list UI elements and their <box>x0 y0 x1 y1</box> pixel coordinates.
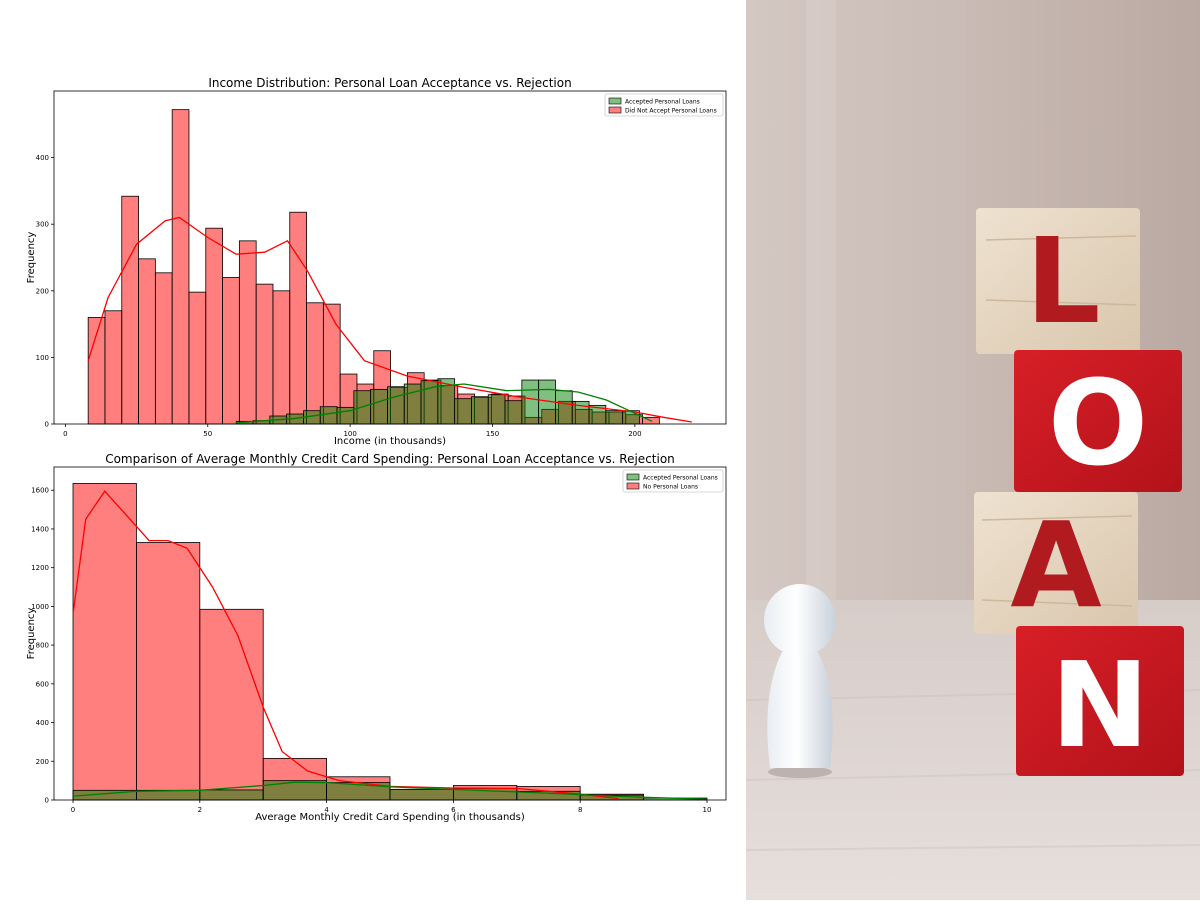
x-axis-label: Average Monthly Credit Card Spending (in… <box>255 812 525 823</box>
kde-line-rejected <box>87 216 692 423</box>
bar-accepted <box>319 406 338 425</box>
bar-rejected <box>322 303 341 425</box>
y-tick-label: 400 <box>36 719 49 727</box>
kde-line-rejected <box>72 490 619 800</box>
loan-blocks-photo: L O A N <box>746 0 1200 900</box>
x-tick-label: 150 <box>486 430 499 438</box>
bar-accepted <box>389 788 454 801</box>
block-l-letter: L <box>1025 212 1100 350</box>
bar-rejected <box>171 109 190 425</box>
plot-frame <box>53 90 727 425</box>
bar-accepted <box>521 379 540 425</box>
bar-rejected <box>72 483 137 801</box>
bar-accepted <box>403 383 422 425</box>
bar-rejected <box>154 272 173 425</box>
y-tick-label: 1000 <box>31 603 49 611</box>
y-tick-label: 800 <box>36 642 49 650</box>
y-tick-label: 200 <box>36 287 49 295</box>
bar-rejected <box>306 302 324 425</box>
x-tick-label: 200 <box>628 430 641 438</box>
block-a-letter: A <box>1010 496 1101 634</box>
block-n-letter: N <box>1051 636 1150 774</box>
x-tick-label: 50 <box>203 430 212 438</box>
bar-rejected <box>188 291 207 425</box>
legend-swatch <box>626 473 640 481</box>
bar-accepted <box>487 394 506 425</box>
bar-accepted <box>555 390 573 425</box>
bar-rejected <box>138 258 156 425</box>
bar-accepted <box>262 780 328 801</box>
block-a: A <box>974 492 1138 634</box>
y-tick-label: 1600 <box>31 487 49 495</box>
photo-illustration: L O A N <box>746 0 1200 900</box>
plot-frame <box>53 466 727 801</box>
x-tick-label: 0 <box>71 806 75 814</box>
bar-rejected <box>199 608 264 801</box>
y-tick-label: 1400 <box>31 525 49 533</box>
y-tick-label: 300 <box>36 221 49 229</box>
bar-rejected <box>255 283 274 425</box>
legend-label: Accepted Personal Loans <box>625 99 700 106</box>
legend-box <box>604 93 724 117</box>
y-tick-label: 1200 <box>31 564 49 572</box>
chart-title: Comparison of Average Monthly Credit Car… <box>105 452 675 466</box>
y-axis-label: Frequency <box>26 608 37 660</box>
block-l: L <box>976 208 1140 354</box>
y-tick-label: 0 <box>45 421 49 429</box>
legend-label: No Personal Loans <box>643 484 698 491</box>
chart-2 <box>51 466 727 803</box>
x-tick-label: 10 <box>703 806 712 814</box>
charts-panel: 0 50 100 150 200 0 100 200 300 400 Income Distribu… <box>26 76 727 823</box>
y-axis-label: Frequency <box>26 232 37 284</box>
legend-swatch <box>626 482 640 490</box>
y-tick-label: 100 <box>36 354 49 362</box>
bar-rejected <box>104 310 123 425</box>
block-n: N <box>1016 626 1184 776</box>
bar-rejected <box>272 290 291 425</box>
y-tick-label: 400 <box>36 154 49 162</box>
block-o-letter: O <box>1048 354 1148 492</box>
x-tick-label: 8 <box>578 806 582 814</box>
block-o: O <box>1014 350 1182 492</box>
y-tick-label: 600 <box>36 680 49 688</box>
legend-label: Accepted Personal Loans <box>643 475 718 482</box>
kde-line-accepted <box>72 781 708 800</box>
legend-swatch <box>608 97 622 105</box>
bar-accepted <box>471 396 489 425</box>
legend-label: Did Not Accept Personal Loans <box>625 108 717 115</box>
kde-line-accepted <box>236 383 653 424</box>
x-axis-label: Income (in thousands) <box>334 436 446 447</box>
x-tick-label: 100 <box>343 430 356 438</box>
chart-1 <box>51 90 727 427</box>
bar-rejected <box>289 211 307 425</box>
pawn-figure <box>764 584 836 778</box>
bar-rejected <box>238 240 257 425</box>
bar-accepted <box>387 386 405 425</box>
bar-rejected <box>205 227 223 425</box>
chart-title: Income Distribution: Personal Loan Accep… <box>208 76 571 90</box>
legend-swatch <box>608 106 622 114</box>
bar-accepted <box>370 388 388 425</box>
x-tick-label: 2 <box>198 806 202 814</box>
bar-rejected <box>121 195 139 425</box>
bar-accepted <box>199 789 264 801</box>
x-tick-label: 0 <box>63 430 67 438</box>
x-tick-label: 6 <box>451 806 456 814</box>
bar-accepted <box>454 398 472 425</box>
bar-accepted <box>504 400 523 425</box>
y-tick-label: 200 <box>36 758 49 766</box>
y-tick-label: 0 <box>45 797 49 805</box>
bar-rejected <box>136 542 201 801</box>
x-tick-label: 4 <box>324 806 329 814</box>
legend-box <box>622 469 724 493</box>
bar-rejected <box>222 277 240 425</box>
bar-accepted <box>605 410 624 425</box>
